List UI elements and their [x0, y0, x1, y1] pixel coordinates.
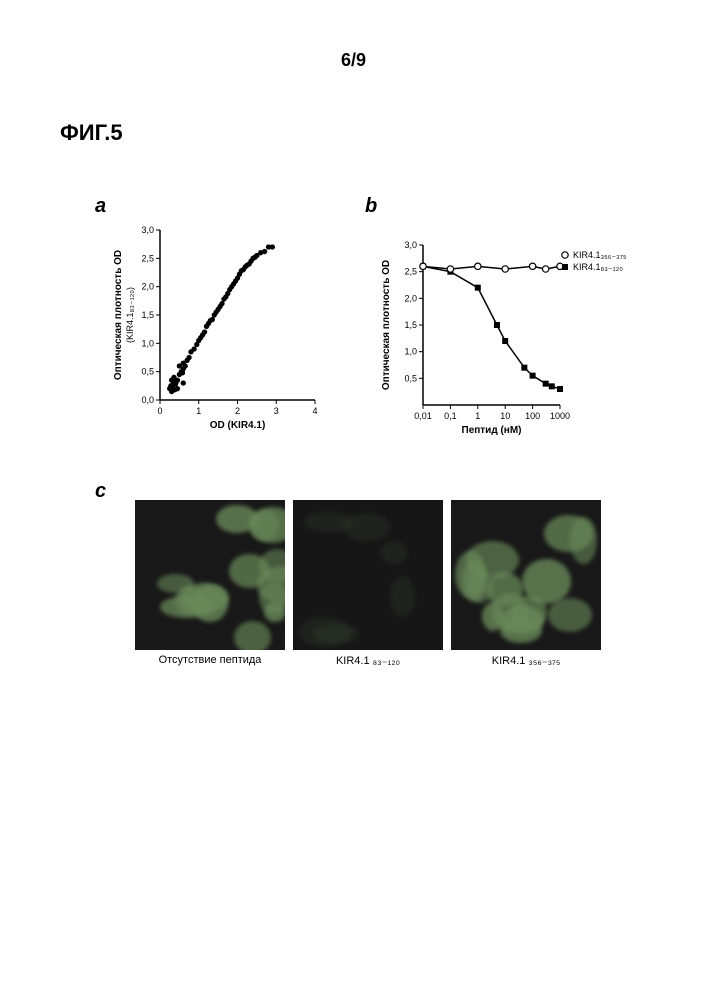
- svg-text:0,5: 0,5: [141, 367, 154, 377]
- svg-text:KIR4.1₈₃₋₁₂₀: KIR4.1₈₃₋₁₂₀: [573, 262, 623, 272]
- panel-a-scatter: 0,0 0,5 1,0 1,5 2,0 2,5 3,0 0 1 2 3 4 OD (KIR4.1) Опт…: [105, 220, 325, 440]
- svg-text:4: 4: [312, 406, 317, 416]
- svg-text:1000: 1000: [550, 411, 570, 421]
- svg-text:2: 2: [235, 406, 240, 416]
- micro-caption: Отсутствие пептида: [135, 654, 285, 666]
- svg-text:0: 0: [157, 406, 162, 416]
- svg-text:2,5: 2,5: [141, 253, 154, 263]
- svg-text:2,0: 2,0: [141, 282, 154, 292]
- figure-title: ФИГ.5: [60, 120, 123, 146]
- svg-text:3,0: 3,0: [141, 225, 154, 235]
- svg-text:0,5: 0,5: [404, 373, 417, 383]
- page-number: 6/9: [341, 50, 366, 71]
- micro-image-2: KIR4.1 ₃₅₆₋₃₇₅: [451, 500, 601, 667]
- svg-text:Оптическая плотность OD: Оптическая плотность OD: [113, 250, 124, 380]
- svg-text:Пептид (нМ): Пептид (нМ): [462, 425, 522, 436]
- micro-image-1: KIR4.1 ₈₃₋₁₂₀: [293, 500, 443, 667]
- svg-text:(KIR4.1₈₃₋₁₂₀): (KIR4.1₈₃₋₁₂₀): [125, 287, 135, 343]
- svg-text:3: 3: [274, 406, 279, 416]
- svg-text:1: 1: [475, 411, 480, 421]
- micro-image-0: Отсутствие пептида: [135, 500, 285, 667]
- svg-text:100: 100: [525, 411, 540, 421]
- svg-text:2,5: 2,5: [404, 267, 417, 277]
- svg-text:1,0: 1,0: [404, 347, 417, 357]
- panel-label-c: c: [95, 480, 106, 503]
- svg-text:1,0: 1,0: [141, 338, 154, 348]
- svg-text:OD (KIR4.1): OD (KIR4.1): [210, 420, 266, 431]
- svg-text:KIR4.1₃₅₆₋₃₇₅: KIR4.1₃₅₆₋₃₇₅: [573, 250, 627, 260]
- svg-text:1: 1: [196, 406, 201, 416]
- micro-caption: KIR4.1 ₈₃₋₁₂₀: [293, 654, 443, 667]
- svg-text:3,0: 3,0: [404, 240, 417, 250]
- svg-text:1,5: 1,5: [141, 310, 154, 320]
- svg-text:Оптическая плотность OD: Оптическая плотность OD: [381, 260, 392, 390]
- svg-text:1,5: 1,5: [404, 320, 417, 330]
- micro-caption: KIR4.1 ₃₅₆₋₃₇₅: [451, 654, 601, 667]
- svg-text:0,1: 0,1: [444, 411, 457, 421]
- svg-text:2,0: 2,0: [404, 293, 417, 303]
- panel-c-images: Отсутствие пептида KIR4.1 ₈₃₋₁₂₀ KIR4.1 ₃₅…: [135, 500, 601, 667]
- svg-text:0,0: 0,0: [141, 395, 154, 405]
- svg-text:0,01: 0,01: [414, 411, 432, 421]
- svg-text:10: 10: [500, 411, 510, 421]
- panel-b-line: 0,5 1,0 1,5 2,0 2,5 3,0 0,01 0,1 1 10 100 1000 Пепти…: [375, 215, 635, 450]
- panel-label-a: a: [95, 195, 106, 218]
